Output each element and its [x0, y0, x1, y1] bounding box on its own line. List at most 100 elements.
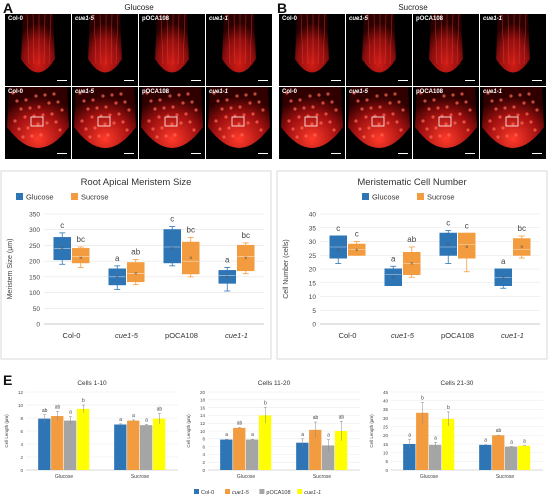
sucrose-micrograph-zoomed-out: cue1-5 [346, 14, 412, 86]
bar-mark: a [296, 432, 309, 470]
mean-marker: × [501, 275, 505, 281]
scale-bar [191, 152, 201, 154]
x-tick-label: Sucrose [313, 474, 332, 480]
mean-marker: × [60, 247, 64, 253]
scale-bar [57, 152, 67, 154]
y-tick-label: 40 [383, 398, 389, 403]
bar [479, 444, 492, 470]
box [72, 248, 90, 264]
sucrose-micrograph-zoomed-in: pOCA108 [413, 87, 479, 159]
y-tick-label: 40 [309, 212, 317, 219]
significance-letter: ab [496, 428, 502, 434]
bar [334, 431, 348, 470]
significance-letter: ab [42, 408, 48, 414]
legend-swatch [71, 193, 78, 200]
box-mark: × bc [72, 235, 90, 268]
bar [140, 425, 153, 470]
significance-letter: a [69, 410, 72, 416]
mean-marker: × [225, 275, 229, 281]
root-tip-shape [348, 87, 410, 148]
mean-marker: × [465, 245, 469, 251]
y-tick-label: 18 [200, 398, 206, 403]
bar [322, 445, 335, 470]
bar [114, 424, 127, 470]
root-tip-shape [7, 87, 69, 148]
bar [246, 439, 259, 470]
significance-letter: b [264, 401, 267, 407]
scale-bar [331, 79, 341, 81]
mean-marker: × [189, 256, 193, 262]
y-tick-label: 0 [36, 322, 40, 329]
y-axis-label: Cell Length (µm) [186, 414, 191, 448]
y-tick-label: 150 [29, 274, 40, 281]
bar [505, 446, 518, 470]
y-tick-label: 16 [200, 405, 206, 410]
bar-mark: b [441, 405, 455, 470]
significance-letter: a [132, 413, 135, 419]
significance-letter: ab [407, 235, 416, 244]
legend-label: cue1-1 [304, 490, 321, 496]
y-tick-label: 14 [200, 413, 206, 418]
significance-letter: c [465, 221, 469, 230]
box-mark: ×a [494, 257, 512, 289]
significance-letter: a [501, 257, 506, 266]
root-tip-shape [155, 14, 189, 73]
chart-title: Cells 21-30 [441, 380, 474, 387]
significance-letter: a [301, 432, 304, 438]
y-tick-label: 2 [202, 460, 205, 465]
significance-letter: bc [518, 224, 526, 233]
significance-letter: b [447, 405, 450, 411]
bar-mark: a [64, 410, 77, 470]
y-tick-label: 2 [20, 455, 23, 460]
bar-mark: b [258, 401, 272, 470]
legend-label: Sucrose [427, 193, 455, 202]
box-mark: × bc [237, 231, 255, 275]
y-tick-label: 4 [202, 452, 205, 457]
chart-legend: Glucose Sucrose [16, 193, 109, 202]
glucose-micrograph-zoomed-in: cue1-1 [206, 87, 272, 159]
glucose-micrograph-zoomed-out: cue1-1 [206, 14, 272, 86]
significance-letter: a [523, 439, 526, 445]
box-mark: × ab [403, 235, 421, 278]
scale-bar [258, 79, 268, 81]
significance-letter: ab [313, 415, 319, 421]
legend-swatch [225, 489, 230, 494]
root-tip-shape [295, 14, 329, 73]
y-tick-label: 0 [385, 468, 388, 473]
scale-bar [124, 79, 134, 81]
bar-mark: ab [334, 414, 348, 470]
micrograph-grid-glucose: Col-0 cue1-5 pOCA108 cue1-1 Col-0 cue1-5 pOCA1… [5, 14, 273, 160]
region-box [304, 116, 318, 127]
y-tick-label: 100 [29, 290, 40, 297]
significance-letter: ab [131, 248, 140, 257]
scale-bar [57, 79, 67, 81]
significance-letter: a [408, 433, 411, 439]
y-tick-label: 0 [202, 468, 205, 473]
micrograph-genotype-label: cue1-5 [75, 89, 95, 95]
region-box [505, 116, 519, 127]
root-tip-shape [429, 14, 463, 73]
bar [403, 444, 416, 470]
bar [492, 435, 505, 470]
sucrose-micrograph-zoomed-in: Col-0 [279, 87, 345, 159]
bar [296, 442, 309, 470]
root-tip-shape [141, 87, 203, 148]
bar-mark: b [416, 395, 429, 470]
y-tick-label: 30 [309, 239, 317, 246]
sucrose-micrograph-zoomed-in: cue1-5 [346, 87, 412, 159]
bar-mark: ab [51, 405, 64, 470]
legend-swatch [417, 193, 424, 200]
root-tip-shape [362, 14, 396, 73]
bar-mark: a [479, 438, 492, 470]
box-mark: ×c [439, 219, 457, 264]
x-tick-label: cue1-5 [115, 331, 139, 340]
bar [416, 412, 429, 470]
bar-mark: a [127, 413, 140, 470]
cell-length-21-30-bar-chart: Cells 21-30 0 5 10 15 20 25 30 35 40 45 Cell Length… [369, 380, 543, 480]
sucrose-micrograph-zoomed-out: cue1-1 [480, 14, 546, 86]
x-tick-label: cue1-5 [391, 331, 415, 340]
panel-letter-a: A [3, 0, 14, 16]
y-tick-label: 20 [309, 267, 317, 274]
root-tip-shape [222, 14, 256, 73]
significance-letter: a [251, 432, 254, 438]
